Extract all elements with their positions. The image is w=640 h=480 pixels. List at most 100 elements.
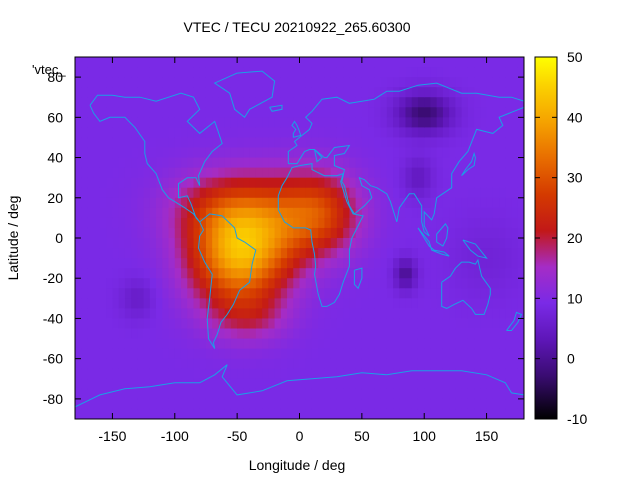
vtec-cell — [81, 197, 89, 209]
vtec-cell — [374, 308, 382, 320]
vtec-cell — [280, 57, 288, 68]
vtec-cell — [106, 328, 114, 340]
vtec-cell — [474, 57, 481, 68]
vtec-cell — [218, 268, 226, 279]
vtec-cell — [480, 358, 488, 370]
vtec-cell — [311, 238, 319, 249]
vtec-cell — [112, 388, 120, 400]
vtec-cell — [230, 348, 238, 360]
vtec-cell — [424, 187, 432, 199]
vtec-cell — [93, 77, 101, 88]
vtec-cell — [480, 77, 488, 88]
vtec-cell — [417, 388, 425, 400]
vtec-cell — [455, 408, 463, 419]
vtec-cell — [118, 147, 126, 159]
vtec-cell — [511, 298, 519, 309]
vtec-cell — [112, 227, 120, 239]
vtec-cell — [430, 197, 438, 209]
vtec-cell — [293, 97, 301, 108]
vtec-cell — [517, 77, 524, 88]
vtec-cell — [361, 368, 369, 380]
vtec-cell — [137, 278, 145, 289]
vtec-cell — [193, 207, 201, 219]
vtec-cell — [243, 117, 251, 128]
vtec-cell — [237, 167, 244, 179]
vtec-cell — [393, 298, 400, 309]
vtec-cell — [93, 117, 101, 128]
vtec-cell — [455, 258, 463, 269]
vtec-cell — [318, 308, 326, 320]
vtec-cell — [461, 278, 469, 289]
vtec-cell — [349, 318, 357, 330]
vtec-cell — [349, 67, 357, 78]
vtec-cell — [449, 117, 457, 128]
vtec-cell — [274, 238, 282, 249]
vtec-cell — [386, 278, 394, 289]
vtec-cell — [199, 207, 207, 219]
vtec-cell — [162, 207, 170, 219]
vtec-cell — [492, 217, 500, 229]
vtec-cell — [268, 147, 276, 159]
vtec-cell — [330, 57, 338, 68]
vtec-cell — [230, 388, 238, 400]
vtec-cell — [75, 87, 82, 98]
vtec-cell — [411, 177, 419, 189]
vtec-cell — [442, 378, 450, 390]
vtec-cell — [343, 368, 350, 380]
vtec-cell — [355, 238, 363, 249]
vtec-cell — [399, 227, 407, 239]
vtec-cell — [106, 298, 114, 309]
vtec-cell — [330, 308, 338, 320]
vtec-cell — [224, 408, 232, 419]
vtec-cell — [361, 77, 369, 88]
vtec-cell — [430, 67, 438, 78]
vtec-cell — [386, 167, 394, 179]
vtec-cell — [411, 227, 419, 239]
vtec-cell — [274, 328, 282, 340]
vtec-cell — [386, 67, 394, 78]
vtec-cell — [149, 157, 157, 169]
vtec-cell — [330, 238, 338, 249]
vtec-cell — [455, 57, 463, 68]
coastline-borneo — [436, 223, 449, 247]
vtec-cell — [75, 288, 82, 299]
vtec-cell — [361, 408, 369, 419]
vtec-cell — [393, 278, 400, 289]
vtec-cell — [374, 348, 382, 360]
vtec-cell — [517, 348, 524, 360]
vtec-cell — [268, 77, 276, 88]
vtec-cell — [474, 147, 481, 159]
vtec-cell — [505, 97, 513, 108]
vtec-cell — [299, 157, 307, 169]
vtec-cell — [505, 378, 513, 390]
vtec-cell — [174, 207, 182, 219]
vtec-cell — [511, 308, 519, 320]
vtec-cell — [87, 127, 95, 139]
vtec-cell — [168, 268, 176, 279]
vtec-cell — [124, 217, 132, 229]
vtec-cell — [299, 378, 307, 390]
vtec-cell — [324, 157, 332, 169]
vtec-cell — [174, 308, 182, 320]
vtec-cell — [99, 167, 107, 179]
vtec-cell — [106, 127, 114, 139]
vtec-cell — [168, 137, 176, 149]
vtec-cell — [106, 288, 114, 299]
vtec-cell — [461, 338, 469, 350]
vtec-cell — [112, 338, 120, 350]
vtec-cell — [187, 127, 195, 139]
vtec-cell — [131, 57, 138, 68]
vtec-cell — [249, 278, 257, 289]
vtec-cell — [305, 378, 313, 390]
vtec-cell — [87, 117, 95, 128]
vtec-cell — [393, 197, 400, 209]
vtec-cell — [243, 177, 251, 189]
vtec-cell — [399, 358, 407, 370]
vtec-cell — [368, 207, 375, 219]
vtec-cell — [511, 328, 519, 340]
vtec-cell — [399, 238, 407, 249]
vtec-cell — [75, 167, 82, 179]
vtec-cell — [280, 368, 288, 380]
vtec-cell — [149, 227, 157, 239]
